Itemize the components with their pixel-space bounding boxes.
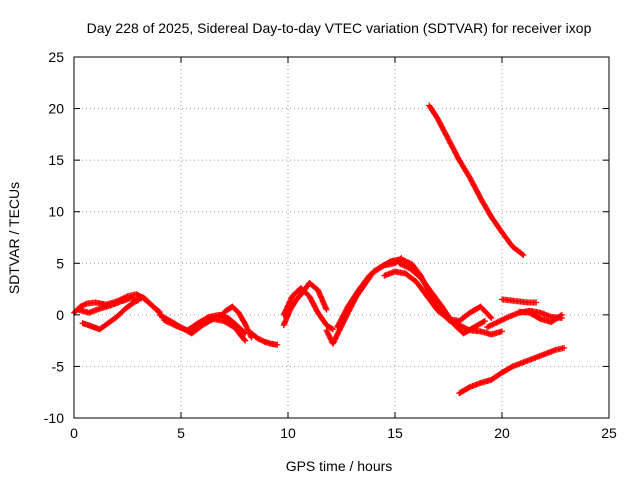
data-points	[456, 344, 568, 397]
axis-ticks: 0 5 10 15 20 25 -10 -5 0 5 10 15 20 25	[44, 49, 617, 441]
series-arc-18	[516, 308, 565, 326]
x-tick-label: 0	[70, 425, 78, 441]
data-points	[248, 330, 281, 348]
data-points	[216, 303, 255, 341]
x-tick-label: 15	[387, 425, 403, 441]
data-series	[71, 102, 568, 397]
data-points	[516, 308, 565, 326]
series-arc-7	[248, 330, 281, 348]
y-tick-label: 5	[56, 255, 64, 271]
y-tick-label: 25	[48, 49, 64, 65]
grid	[74, 57, 609, 418]
y-tick-label: -10	[44, 410, 64, 426]
series-arc-6	[216, 303, 255, 341]
y-tick-label: 15	[48, 152, 64, 168]
chart-title: Day 228 of 2025, Sidereal Day-to-day VTE…	[87, 20, 592, 36]
series-arc-3	[75, 295, 142, 316]
series-arc-8	[280, 279, 330, 329]
x-tick-label: 5	[177, 425, 185, 441]
data-points	[426, 102, 527, 258]
data-points	[79, 294, 163, 333]
data-points	[280, 279, 330, 329]
y-tick-label: 10	[48, 204, 64, 220]
series-arc-15	[426, 102, 527, 258]
series-arc-17	[456, 344, 568, 397]
data-points	[381, 268, 495, 324]
y-tick-label: 20	[48, 101, 64, 117]
data-points	[499, 296, 540, 306]
x-axis-label: GPS time / hours	[286, 458, 393, 474]
data-points	[280, 285, 336, 333]
y-tick-label: -5	[52, 358, 65, 374]
series-arc-9	[280, 285, 336, 333]
plot-border	[73, 56, 610, 419]
x-tick-label: 10	[280, 425, 296, 441]
y-tick-label: 0	[56, 307, 64, 323]
x-tick-label: 25	[601, 425, 617, 441]
data-points	[396, 260, 488, 337]
data-points	[75, 295, 142, 316]
series-arc-12	[381, 268, 495, 324]
x-tick-label: 20	[494, 425, 510, 441]
y-axis-label: SDTVAR / TECUs	[6, 182, 22, 294]
series-arc-13	[396, 260, 488, 337]
series-arc-16	[499, 296, 540, 306]
series-arc-2	[79, 294, 163, 333]
